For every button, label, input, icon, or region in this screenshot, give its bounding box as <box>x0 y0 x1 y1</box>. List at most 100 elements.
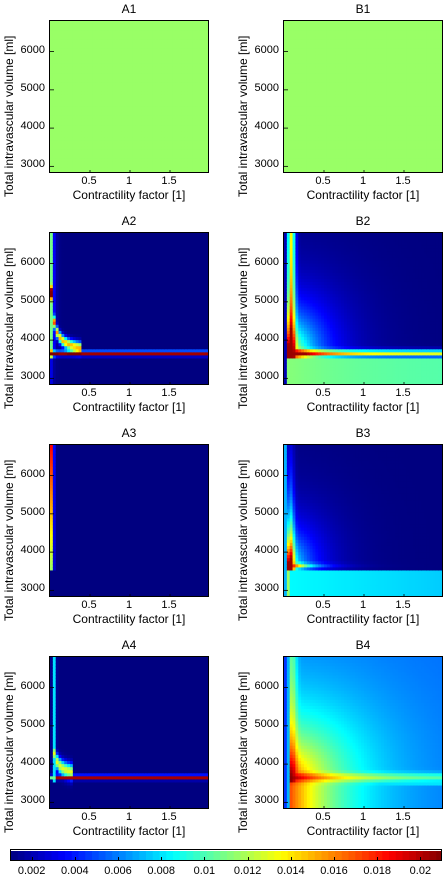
heatmap-cell <box>364 103 368 108</box>
heatmap-cell <box>155 167 160 172</box>
heatmap-cell <box>386 24 391 28</box>
heatmap-cell <box>92 121 97 126</box>
heatmap-cell <box>107 106 111 111</box>
heatmap-cell <box>198 146 203 151</box>
heatmap-cell <box>104 85 108 89</box>
heatmap-cell <box>364 30 368 34</box>
heatmap-cell <box>315 121 319 126</box>
heatmap-cell <box>401 54 405 59</box>
heatmap-cell <box>292 21 297 25</box>
heatmap-cell <box>301 45 305 50</box>
heatmap-cell <box>141 48 145 53</box>
heatmap-cell <box>324 155 328 160</box>
heatmap-cell <box>152 170 157 172</box>
heatmap-cell <box>124 140 128 144</box>
heatmap-cell <box>366 143 371 148</box>
heatmap-cell <box>355 100 359 105</box>
heatmap-cell <box>152 152 157 157</box>
heatmap-cell <box>147 79 151 83</box>
heatmap-cell <box>381 27 385 31</box>
heatmap-cell <box>395 51 399 56</box>
heatmap-cell <box>107 79 111 83</box>
heatmap-cell <box>75 76 80 80</box>
heatmap-cell <box>115 106 120 111</box>
heatmap-cell <box>375 73 379 77</box>
heatmap-cell <box>55 85 60 89</box>
heatmap-cell <box>344 118 348 123</box>
heatmap-cell <box>198 155 203 160</box>
heatmap-cell <box>78 121 83 126</box>
heatmap-cell <box>369 131 374 135</box>
heatmap-cell <box>204 39 208 44</box>
heatmap-cell <box>67 79 71 83</box>
heatmap-cell <box>170 39 174 44</box>
heatmap-cell <box>75 88 80 92</box>
heatmap-cell <box>187 143 191 148</box>
heatmap-cell <box>381 106 385 111</box>
heatmap-cell <box>170 109 174 114</box>
heatmap-cell <box>92 48 97 53</box>
heatmap-cell <box>52 85 57 89</box>
heatmap-cell <box>344 112 348 117</box>
heatmap-cell <box>135 94 140 99</box>
heatmap-cell <box>152 24 157 28</box>
heatmap-cell <box>378 33 382 37</box>
heatmap-cell <box>64 128 68 132</box>
heatmap-cell <box>378 137 382 141</box>
heatmap-cell <box>84 100 88 105</box>
heatmap-cell <box>366 100 371 105</box>
heatmap-cell <box>64 146 68 151</box>
heatmap-cell <box>321 118 325 123</box>
heatmap-cell <box>175 82 180 86</box>
heatmap-cell <box>50 125 54 129</box>
heatmap-cell <box>349 42 354 47</box>
heatmap-cell <box>132 125 137 129</box>
heatmap-cell <box>392 45 397 50</box>
heatmap-cell <box>295 63 299 68</box>
heatmap-cell <box>201 60 205 65</box>
heatmap-cell <box>369 79 374 83</box>
heatmap-cell <box>366 33 371 37</box>
heatmap-cell <box>355 128 359 132</box>
heatmap-cell <box>292 39 297 44</box>
heatmap-cell <box>72 161 77 166</box>
heatmap-cell <box>301 167 305 172</box>
heatmap-cell <box>155 66 160 71</box>
heatmap-cell <box>130 69 134 74</box>
heatmap-cell <box>332 106 337 111</box>
heatmap-cell <box>344 152 348 157</box>
heatmap-cell <box>110 66 114 71</box>
heatmap-cell <box>147 63 151 68</box>
heatmap-cell <box>386 88 391 92</box>
heatmap-cell <box>204 155 208 160</box>
heatmap-cell <box>329 33 334 37</box>
heatmap-cell <box>372 143 377 148</box>
heatmap-cell <box>372 63 377 68</box>
heatmap-cell <box>130 42 134 47</box>
heatmap-cell <box>112 73 117 77</box>
heatmap-cell <box>381 112 385 117</box>
heatmap-cell <box>161 42 165 47</box>
heatmap-cell <box>64 161 68 166</box>
heatmap-cell <box>132 128 137 132</box>
heatmap-cell <box>406 51 411 56</box>
heatmap-cell <box>204 94 208 99</box>
heatmap-cell <box>346 54 351 59</box>
heatmap-cell <box>375 85 379 89</box>
heatmap-cell <box>315 42 319 47</box>
heatmap-cell <box>135 103 140 108</box>
heatmap-cell <box>81 76 85 80</box>
heatmap-cell <box>375 118 379 123</box>
heatmap-cell <box>138 106 143 111</box>
heatmap-cell <box>70 69 74 74</box>
heatmap-cell <box>92 115 97 120</box>
heatmap-cell <box>295 66 299 71</box>
heatmap-cell <box>178 137 183 141</box>
heatmap-cell <box>378 128 382 132</box>
heatmap-cell <box>90 100 94 105</box>
heatmap-cell <box>286 140 291 144</box>
heatmap-cell <box>95 30 100 34</box>
heatmap-cell <box>352 36 357 40</box>
heatmap-cell <box>138 39 143 44</box>
heatmap-cell <box>178 149 183 154</box>
